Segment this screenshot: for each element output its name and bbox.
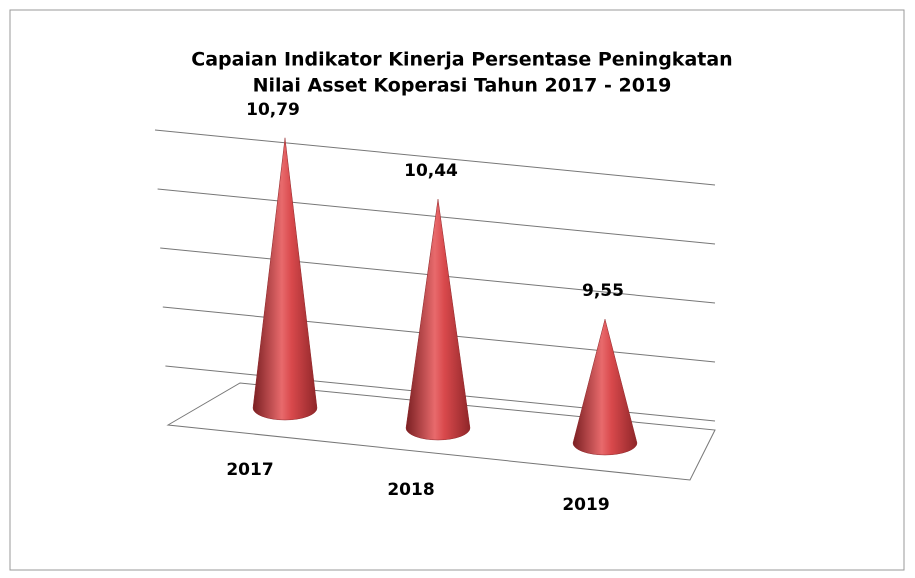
cone	[252, 137, 318, 421]
data-label: 10,79	[246, 100, 300, 120]
data-label: 9,55	[582, 281, 624, 301]
x-tick-label: 2017	[226, 460, 273, 480]
x-tick-label: 2019	[562, 495, 609, 515]
chart-title: Nilai Asset Koperasi Tahun 2017 - 2019	[253, 75, 672, 97]
chart-border	[9, 9, 905, 571]
cone	[405, 199, 471, 441]
data-label: 10,44	[404, 161, 458, 181]
cone	[572, 318, 638, 456]
floor	[166, 382, 716, 481]
grid-line	[154, 129, 716, 186]
x-tick-label: 2018	[387, 480, 434, 500]
chart-title: Capaian Indikator Kinerja Persentase Pen…	[191, 49, 732, 71]
